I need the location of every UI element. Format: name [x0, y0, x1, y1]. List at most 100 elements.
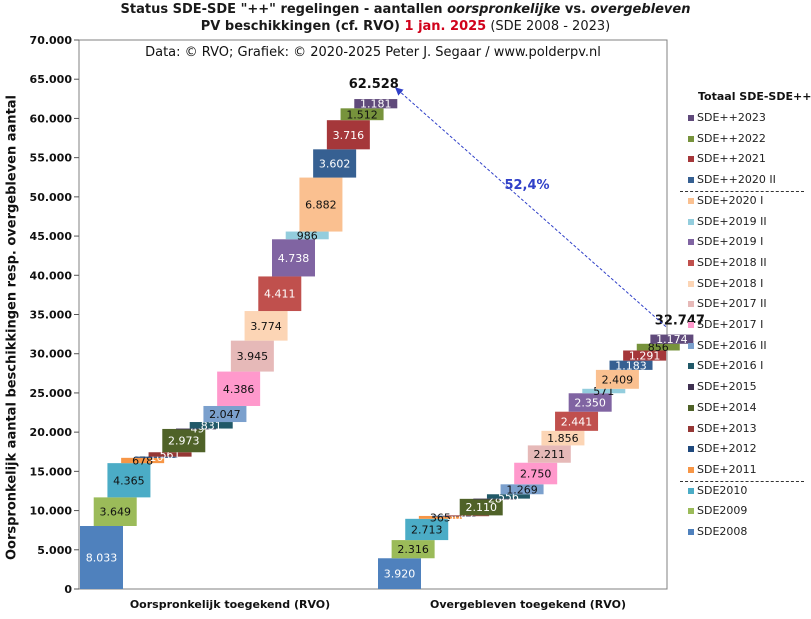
legend-swatch — [688, 218, 694, 225]
bar-segment — [121, 457, 165, 464]
data-label: 2.441 — [561, 415, 593, 428]
bar-segment — [93, 497, 137, 526]
y-tick-label: 15.000 — [30, 465, 73, 478]
data-label: 856 — [648, 341, 669, 354]
bar-segment — [354, 99, 398, 109]
legend-item: SDE2008 — [688, 525, 747, 539]
y-tick-label: 40.000 — [30, 269, 73, 282]
legend-item: SDE+2020 I — [688, 194, 763, 208]
legend-label: SDE+2018 I — [697, 276, 764, 290]
ratio-arrow — [395, 87, 667, 327]
bar-segment — [391, 540, 435, 559]
legend-label: SDE+2019 I — [697, 235, 764, 249]
x-category-label: Overgebleven toegekend (RVO) — [430, 598, 626, 611]
legend-label: SDE+2014 — [697, 400, 757, 414]
legend-item: SDE++2020 II — [688, 173, 776, 187]
legend-label: SDE++2021 — [697, 152, 766, 166]
legend-item: SDE+2016 II — [688, 339, 767, 353]
legend-item: SDE+2018 II — [688, 256, 767, 270]
legend-swatch — [688, 301, 694, 308]
data-label: 6.882 — [305, 199, 337, 212]
legend-item: SDE+2015 — [688, 380, 757, 394]
data-label: 2.110 — [465, 501, 497, 514]
data-label: 4.411 — [264, 288, 296, 301]
data-label: 30 — [447, 510, 461, 523]
bar-segment — [189, 422, 233, 429]
data-label: 4.738 — [278, 252, 310, 265]
y-tick-label: 5.000 — [37, 544, 72, 557]
y-tick-label: 0 — [64, 583, 72, 596]
legend-label: SDE+2015 — [697, 380, 757, 394]
bar-segment — [176, 428, 219, 430]
legend-separator — [680, 191, 804, 193]
legend-label: SDE2010 — [697, 483, 748, 497]
bar-segment — [446, 515, 490, 517]
bar-segment — [285, 231, 329, 240]
legend-item: SDE+2014 — [688, 401, 757, 415]
data-label: 2.750 — [520, 468, 552, 481]
legend-swatch — [688, 280, 694, 287]
bar-segment — [473, 498, 517, 500]
legend-item: SDE+2019 II — [688, 215, 767, 229]
data-label: 3.774 — [250, 320, 282, 333]
y-tick-label: 55.000 — [30, 152, 73, 165]
legend-swatch — [688, 384, 694, 391]
legend-item: SDE+2013 — [688, 422, 757, 436]
bar-segment — [541, 430, 585, 446]
legend-swatch — [688, 363, 694, 370]
legend-label: SDE+2011 — [697, 462, 757, 476]
legend-separator — [680, 480, 804, 482]
data-label: 1.269 — [506, 483, 538, 496]
bar-segment — [609, 360, 653, 370]
bar-segment — [486, 494, 530, 499]
data-label: 3.920 — [384, 568, 416, 581]
data-label: 2.713 — [411, 523, 443, 536]
legend-item: SDE+2012 — [688, 442, 757, 456]
bar-segment — [134, 456, 178, 458]
bar-segment — [555, 411, 599, 431]
legend-item: SDE2010 — [688, 484, 747, 498]
legend-label: SDE+2016 I — [697, 359, 764, 373]
bar-segment — [107, 463, 151, 498]
bar-segment — [568, 393, 612, 412]
legend-item: SDE++2021 — [688, 152, 766, 166]
data-label: 2.973 — [168, 435, 200, 448]
bar-segment — [527, 445, 571, 463]
bar-segment — [514, 462, 558, 485]
data-label: 3.649 — [99, 506, 131, 519]
data-label: 3.716 — [333, 129, 365, 142]
legend-label: SDE+2018 II — [697, 255, 767, 269]
legend-swatch — [688, 197, 694, 204]
legend-swatch — [688, 425, 694, 432]
legend-swatch — [688, 508, 694, 515]
bar-segment — [405, 518, 449, 541]
legend-swatch — [688, 342, 694, 349]
legend-label: SDE+2019 II — [697, 214, 767, 228]
title-italic-original: oorspronkelijke — [447, 2, 561, 17]
data-label: 3.945 — [237, 350, 269, 363]
bar-segment — [582, 388, 626, 394]
legend-swatch — [688, 259, 694, 266]
data-label: 4.365 — [113, 474, 145, 487]
bar-segment — [340, 108, 384, 121]
bar-segment — [326, 120, 370, 150]
bar-segment — [217, 371, 261, 406]
bar-segment — [500, 484, 544, 495]
data-label: 3.602 — [319, 157, 351, 170]
bar-segment — [80, 525, 123, 589]
legend-label: SDE+2013 — [697, 421, 757, 435]
plot-area — [78, 39, 668, 590]
bar-segment — [162, 428, 206, 453]
legend-label: SDE++2023 — [697, 111, 766, 124]
legend-label: SDE2008 — [697, 525, 748, 538]
bar-segment — [203, 405, 247, 423]
bar-segment — [623, 350, 667, 361]
y-tick-label: 35.000 — [30, 309, 73, 322]
legend-item: SDE++2022 — [688, 132, 766, 146]
title-vs: vs. — [560, 2, 591, 17]
legend-swatch — [688, 404, 694, 411]
y-tick-label: 60.000 — [30, 112, 73, 125]
x-category-label: Oorspronkelijk toegekend (RVO) — [130, 598, 330, 611]
y-tick-label: 10.000 — [30, 505, 73, 518]
